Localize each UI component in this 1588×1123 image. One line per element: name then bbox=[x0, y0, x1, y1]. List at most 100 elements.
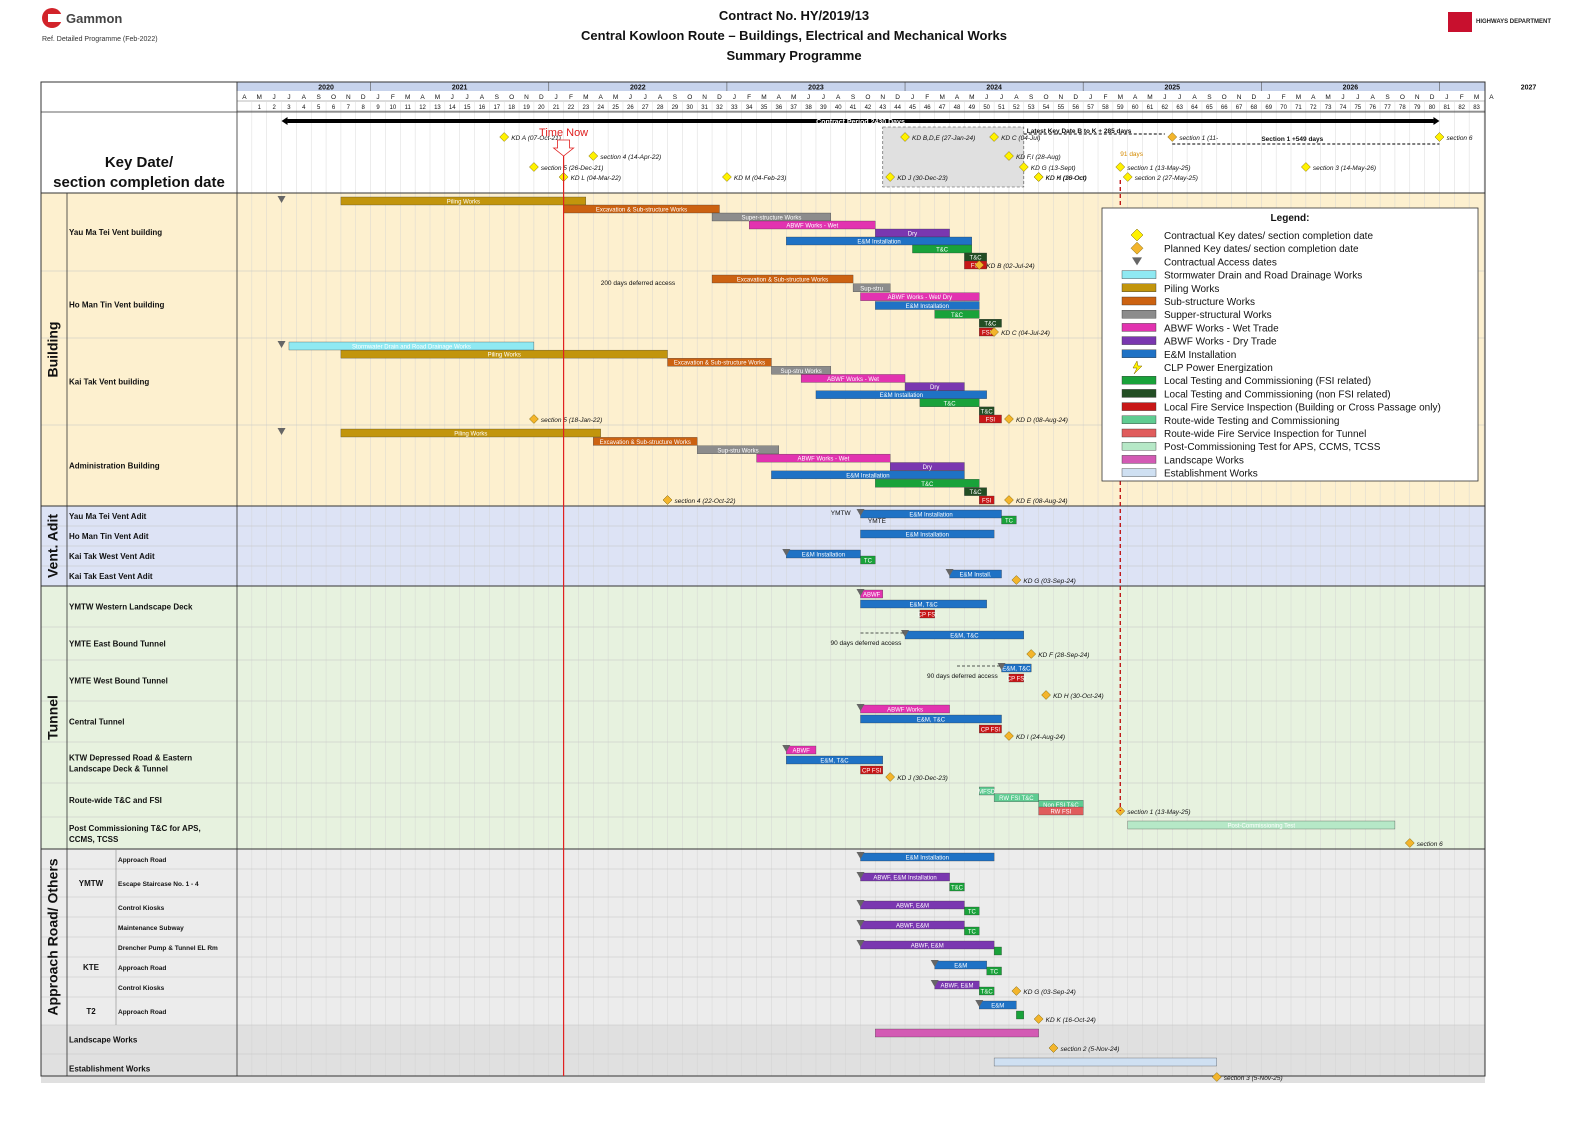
row-background bbox=[41, 660, 1485, 701]
legend-symbol bbox=[1121, 336, 1157, 345]
month-number: 57 bbox=[1087, 105, 1094, 111]
month-letter: M bbox=[969, 94, 974, 101]
month-number: 54 bbox=[1043, 105, 1050, 111]
key-date-marker bbox=[1011, 575, 1022, 585]
key-date-marker bbox=[662, 495, 673, 505]
legend-label: Local Testing and Commissioning (non FSI… bbox=[1164, 389, 1391, 400]
task-label: ABWF Works bbox=[887, 708, 923, 714]
access-triangle bbox=[856, 940, 865, 947]
task-bar bbox=[860, 555, 876, 565]
month-number: 37 bbox=[790, 105, 797, 111]
row-label: Maintenance Subway bbox=[118, 925, 184, 932]
month-number: 52 bbox=[1013, 105, 1020, 111]
task-label: T&C bbox=[951, 313, 964, 319]
month-letter: D bbox=[539, 94, 544, 101]
month-letter: S bbox=[1385, 94, 1390, 101]
legend-symbol bbox=[1121, 415, 1157, 424]
row-label: Kai Tak West Vent Adit bbox=[69, 552, 155, 561]
task-label: E&M Installation bbox=[857, 240, 900, 246]
month-number: 10 bbox=[390, 105, 397, 111]
key-date-label: section 2 (27-May-25) bbox=[1135, 175, 1198, 182]
access-triangle bbox=[782, 549, 791, 556]
month-letter: A bbox=[1133, 94, 1138, 101]
task-label: T&C bbox=[970, 490, 983, 496]
key-date-marker bbox=[885, 772, 896, 782]
month-letter: A bbox=[1311, 94, 1316, 101]
month-letter: J bbox=[465, 94, 468, 101]
task-bar bbox=[934, 310, 980, 319]
month-letter: A bbox=[599, 94, 604, 101]
month-number: 8 bbox=[362, 105, 366, 111]
key-date-marker bbox=[529, 162, 539, 172]
month-number: 24 bbox=[597, 105, 604, 111]
access-triangle bbox=[782, 745, 791, 752]
month-number: 73 bbox=[1325, 105, 1332, 111]
legend-label: Contractual Key dates/ section completio… bbox=[1164, 231, 1373, 242]
legend-symbol bbox=[1121, 389, 1157, 398]
row-label: Kai Tak East Vent Adit bbox=[69, 572, 153, 581]
legend-symbol bbox=[1121, 283, 1157, 292]
month-letter: J bbox=[985, 94, 988, 101]
month-letter: A bbox=[1192, 94, 1197, 101]
key-date-marker bbox=[1404, 838, 1415, 848]
month-letter: M bbox=[761, 94, 766, 101]
month-letter: S bbox=[316, 94, 321, 101]
legend-label: Establishment Works bbox=[1164, 469, 1258, 480]
access-triangle bbox=[856, 900, 865, 907]
task-bar bbox=[964, 906, 980, 916]
year-label: 2024 bbox=[986, 85, 1002, 92]
key-date-label: section 5 (26-Dec-21) bbox=[541, 165, 604, 172]
month-number: 55 bbox=[1058, 105, 1065, 111]
month-number: 71 bbox=[1295, 105, 1302, 111]
legend-label: E&M Installation bbox=[1164, 350, 1236, 361]
task-label: Non FSI T&C bbox=[1043, 803, 1079, 809]
task-label: ABWF Works - Wet bbox=[797, 457, 849, 463]
month-letter: M bbox=[583, 94, 588, 101]
key-date-marker bbox=[1033, 172, 1044, 182]
task-label: ABWF bbox=[792, 749, 810, 755]
month-letter: S bbox=[851, 94, 856, 101]
key-date-label: KD A (07-Oct-21) bbox=[511, 135, 561, 142]
task-bar bbox=[979, 786, 995, 796]
legend-symbol bbox=[1132, 360, 1143, 375]
month-number: 82 bbox=[1458, 105, 1465, 111]
access-triangle bbox=[945, 569, 954, 576]
month-letter: J bbox=[1356, 94, 1359, 101]
month-number: 29 bbox=[672, 105, 679, 111]
legend-label: ABWF Works - Dry Trade bbox=[1164, 337, 1277, 348]
access-triangle bbox=[277, 341, 286, 348]
task-label: E&M, T&C bbox=[820, 759, 849, 765]
task-label: ABWF Works - Wet/ Dry bbox=[888, 295, 952, 301]
task-label: FSI bbox=[971, 264, 981, 270]
key-date-marker bbox=[1167, 132, 1178, 142]
row-label: Route-wide T&C and FSI bbox=[69, 796, 162, 805]
subgroup-label: YMTW bbox=[79, 879, 104, 888]
month-number: 38 bbox=[805, 105, 812, 111]
row-label: Yau Ma Tei Vent building bbox=[69, 228, 162, 237]
key-date-label: section 1 (13-May-25) bbox=[1127, 165, 1190, 172]
month-letter: A bbox=[1370, 94, 1375, 101]
year-label: 2027 bbox=[1521, 85, 1537, 92]
month-number: 42 bbox=[865, 105, 872, 111]
task-bar bbox=[860, 714, 1002, 724]
month-number: 56 bbox=[1072, 105, 1079, 111]
key-date-marker bbox=[900, 132, 910, 142]
month-number: 58 bbox=[1102, 105, 1109, 111]
month-number: 4 bbox=[302, 105, 306, 111]
task-bar bbox=[912, 244, 972, 254]
access-triangle bbox=[930, 960, 939, 967]
month-letter: A bbox=[658, 94, 663, 101]
task-label: ABWF, E&M bbox=[896, 904, 929, 910]
month-letter: J bbox=[1178, 94, 1181, 101]
key-date-label: KD G (03-Sep-24) bbox=[1023, 578, 1075, 585]
month-letter: J bbox=[1267, 94, 1270, 101]
task-label: T&C bbox=[921, 482, 934, 488]
month-number: 77 bbox=[1384, 105, 1391, 111]
key-date-label: section 4 (14-Apr-22) bbox=[600, 154, 661, 161]
month-number: 46 bbox=[924, 105, 931, 111]
key-date-marker bbox=[1004, 495, 1014, 505]
month-letter: J bbox=[272, 94, 275, 101]
month-number: 20 bbox=[538, 105, 545, 111]
gammon-logo-icon bbox=[42, 8, 62, 28]
month-letter: N bbox=[346, 94, 351, 101]
